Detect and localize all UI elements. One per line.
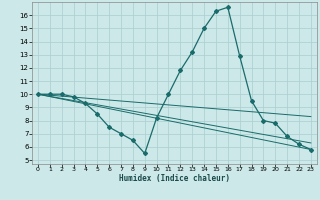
X-axis label: Humidex (Indice chaleur): Humidex (Indice chaleur) [119, 174, 230, 183]
